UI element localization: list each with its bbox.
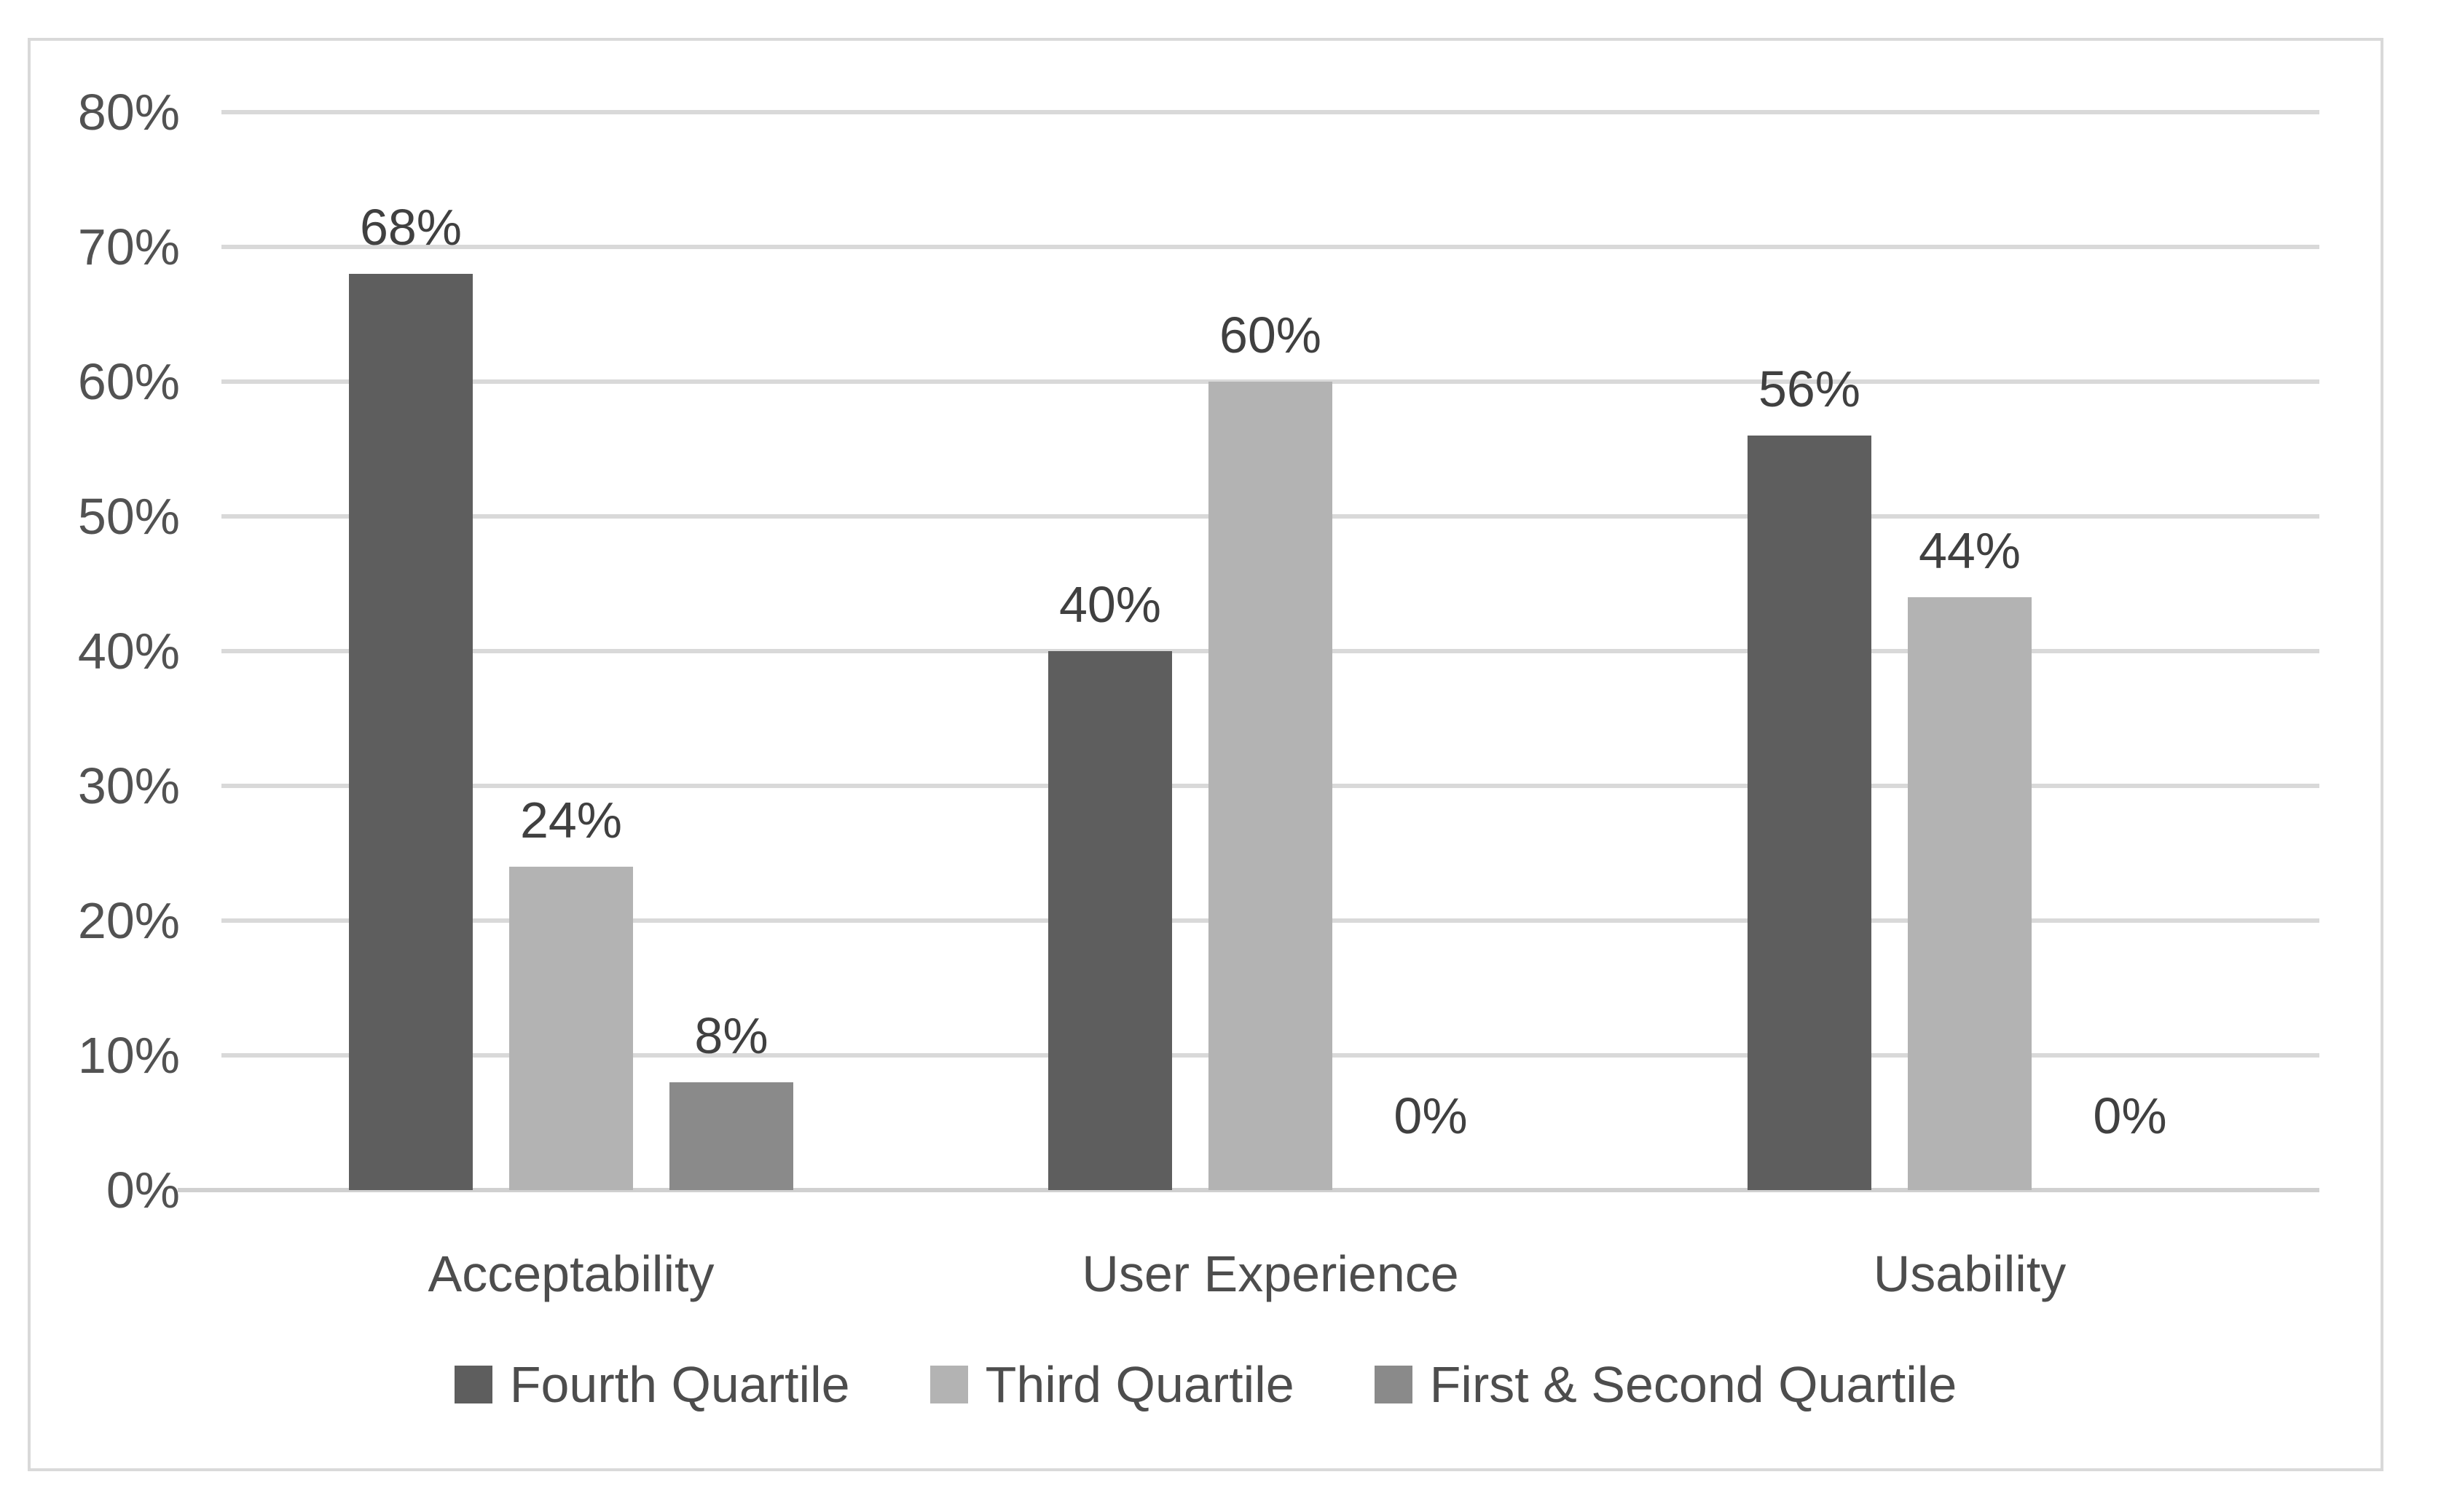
y-tick-label: 10% (77, 1027, 180, 1084)
x-axis-category-labels: Acceptability User Experience Usability (31, 41, 2381, 1468)
x-axis-line (178, 1188, 2319, 1192)
legend-item: First & Second Quartile (1374, 1352, 1957, 1417)
bar (1908, 597, 2032, 1190)
value-label: 8% (694, 1007, 769, 1064)
legend-swatch (1374, 1366, 1412, 1403)
category-label: User Experience (1082, 1245, 1459, 1302)
value-label: 0% (2093, 1087, 2167, 1144)
legend: Fourth Quartile Third Quartile First & Sec… (31, 1352, 2381, 1417)
y-tick-label: 40% (77, 623, 180, 680)
y-tick-label: 70% (77, 218, 180, 275)
bar (1208, 382, 1332, 1190)
legend-swatch (929, 1366, 968, 1403)
legend-swatch (454, 1366, 492, 1403)
y-axis-tick-labels: 0% 10% 20% 30% 40% 50% 60% 70% 80% (31, 41, 2381, 1468)
value-label: 40% (1058, 576, 1162, 633)
y-tick-label: 30% (77, 757, 180, 814)
value-label: 24% (519, 792, 623, 848)
legend-label: First & Second Quartile (1429, 1356, 1957, 1413)
bar (1748, 436, 1871, 1190)
y-tick-label: 60% (77, 353, 180, 410)
value-label: 0% (1394, 1087, 1468, 1144)
legend-item: Fourth Quartile (454, 1352, 850, 1417)
gridline (221, 245, 2319, 249)
legend-item: Third Quartile (929, 1352, 1294, 1417)
value-label: 60% (1219, 307, 1322, 363)
value-label: 44% (1918, 522, 2021, 579)
bar (509, 867, 633, 1190)
value-label: 68% (359, 199, 463, 256)
gridline (221, 110, 2319, 114)
bar (669, 1082, 793, 1190)
category-label: Acceptability (428, 1245, 715, 1302)
bar (1048, 651, 1172, 1190)
legend-label: Third Quartile (985, 1356, 1294, 1413)
legend-label: Fourth Quartile (509, 1356, 850, 1413)
plot-area: 68% 24% 8% 40% 60% 0% 56% 44% 0% (31, 41, 2381, 1468)
bar (349, 274, 473, 1190)
category-label: Usability (1873, 1245, 2067, 1302)
chart-frame: 0% 10% 20% 30% 40% 50% 60% 70% 80% 68% 24% 8% 40% 60… (28, 38, 2383, 1471)
y-tick-label: 80% (77, 84, 180, 141)
y-tick-label: 50% (77, 488, 180, 545)
value-label: 56% (1758, 361, 1861, 417)
y-tick-label: 20% (77, 892, 180, 949)
y-tick-label: 0% (106, 1162, 180, 1218)
